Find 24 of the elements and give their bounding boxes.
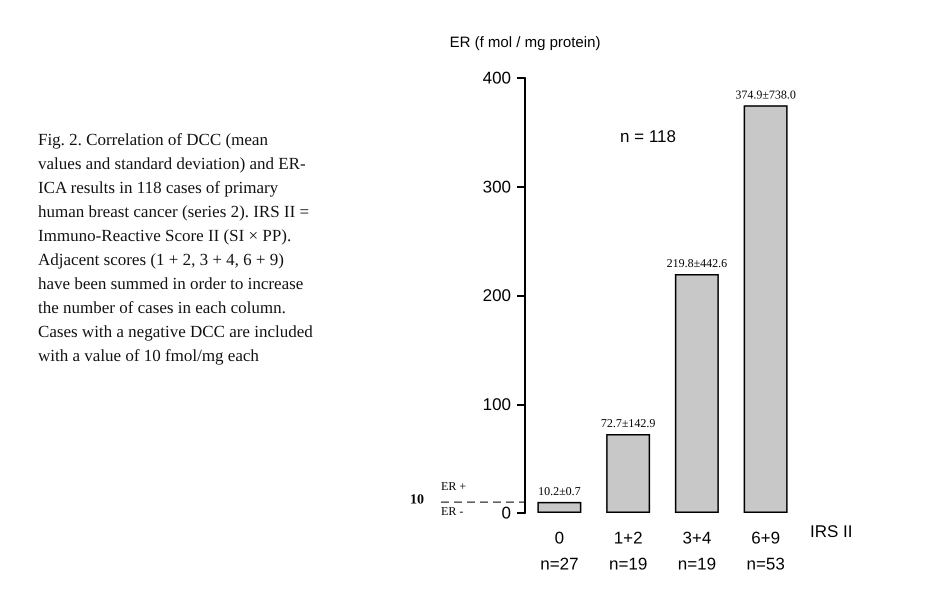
data-label: 219.8±442.6 [666,256,728,270]
bar [674,274,719,513]
y-tick-label: 300 [482,177,511,196]
data-label: 72.7±142.9 [600,416,656,430]
y-tick-label: 0 [502,504,511,522]
text: Fig. 2. Correlation of DCC (mean values and standard deviation) and ER-ICA results in 118 cases of primary human breast cancer (series 2). IRS II = Immuno-Reactive Score II (SI × PP). Adjacent scores (1 + 2, 3 + 4, 6 + 9) have been summed in order to increase the number of cases in each column. Cases with a negative DCC are included with a value of 10 fmol/mg each [38,130,313,365]
x-axis-title: IRS II [810,522,853,541]
text: ER + [441,479,466,494]
bar [537,502,582,513]
y-tick-label: 400 [482,68,511,88]
bar [744,105,788,513]
y-axis-title: ER (f mol / mg protein) [450,34,600,51]
text: ER - [441,504,464,518]
x-tick-label: 3+4 n=19 [678,528,716,574]
y-tick-label: 100 [482,394,511,414]
x-tick-label: 6+9 n=53 [746,528,785,574]
annotation: n = 118 [620,127,676,146]
data-label: 10.2±0.7 [538,484,581,498]
x-tick-label: 1+2 n=19 [608,528,648,574]
data-label: 374.9±738.0 [735,87,796,102]
bar [606,434,650,513]
x-tick-label: 0 n=27 [540,528,579,574]
ref-line-label: 10 [410,492,424,508]
y-tick-label: 200 [482,286,511,305]
